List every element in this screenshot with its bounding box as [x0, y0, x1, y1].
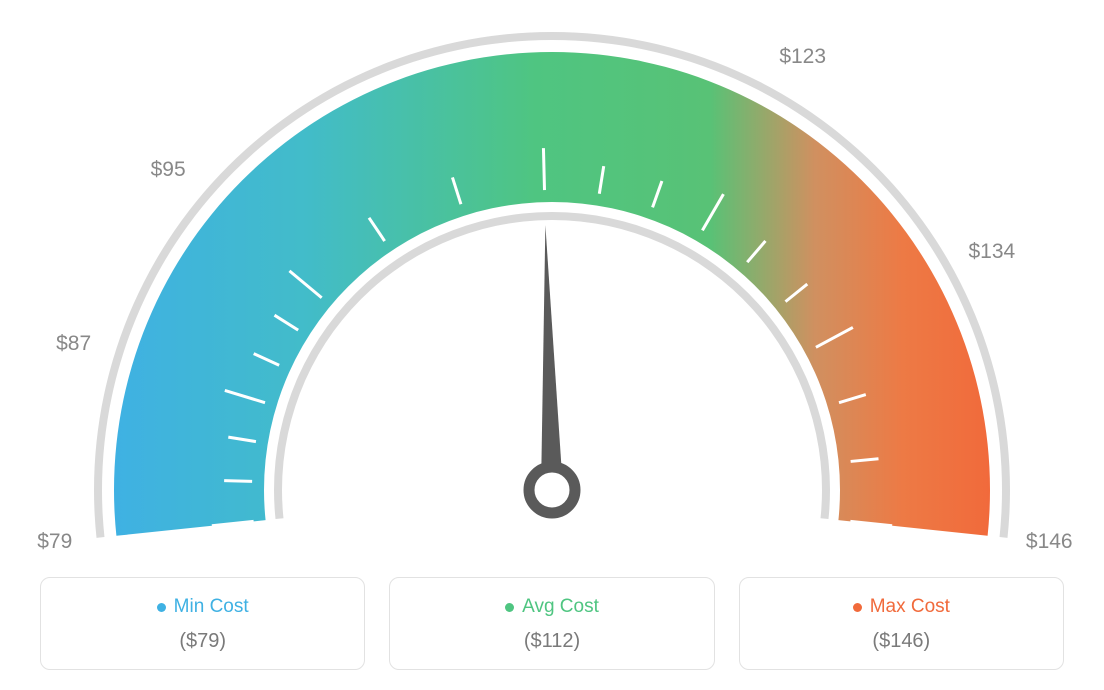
legend-title-avg: Avg Cost: [505, 596, 599, 618]
legend-label-max: Max Cost: [870, 596, 950, 618]
legend-row: Min Cost ($79) Avg Cost ($112) Max Cost …: [40, 577, 1064, 670]
legend-dot-min: [157, 603, 166, 612]
gauge-tick-label: $134: [969, 240, 1016, 264]
legend-title-min: Min Cost: [157, 596, 249, 618]
gauge-tick-label: $79: [37, 530, 72, 554]
legend-value-avg: ($112): [402, 630, 701, 653]
legend-value-min: ($79): [53, 630, 352, 653]
legend-label-avg: Avg Cost: [522, 596, 599, 618]
legend-label-min: Min Cost: [174, 596, 249, 618]
cost-gauge: $79 $87 $95 $112 $123 $134 $146: [0, 0, 1104, 560]
gauge-tick-label: $95: [151, 158, 186, 182]
gauge-tick-label: $146: [1026, 530, 1073, 554]
legend-card-avg: Avg Cost ($112): [389, 577, 714, 670]
legend-title-max: Max Cost: [853, 596, 950, 618]
legend-value-max: ($146): [752, 630, 1051, 653]
gauge-tick-label: $112: [517, 0, 562, 2]
gauge-tick-label: $123: [779, 45, 826, 69]
legend-card-max: Max Cost ($146): [739, 577, 1064, 670]
legend-dot-avg: [505, 603, 514, 612]
legend-card-min: Min Cost ($79): [40, 577, 365, 670]
gauge-tick-label: $87: [56, 332, 91, 356]
legend-dot-max: [853, 603, 862, 612]
gauge-svg: [0, 0, 1104, 560]
